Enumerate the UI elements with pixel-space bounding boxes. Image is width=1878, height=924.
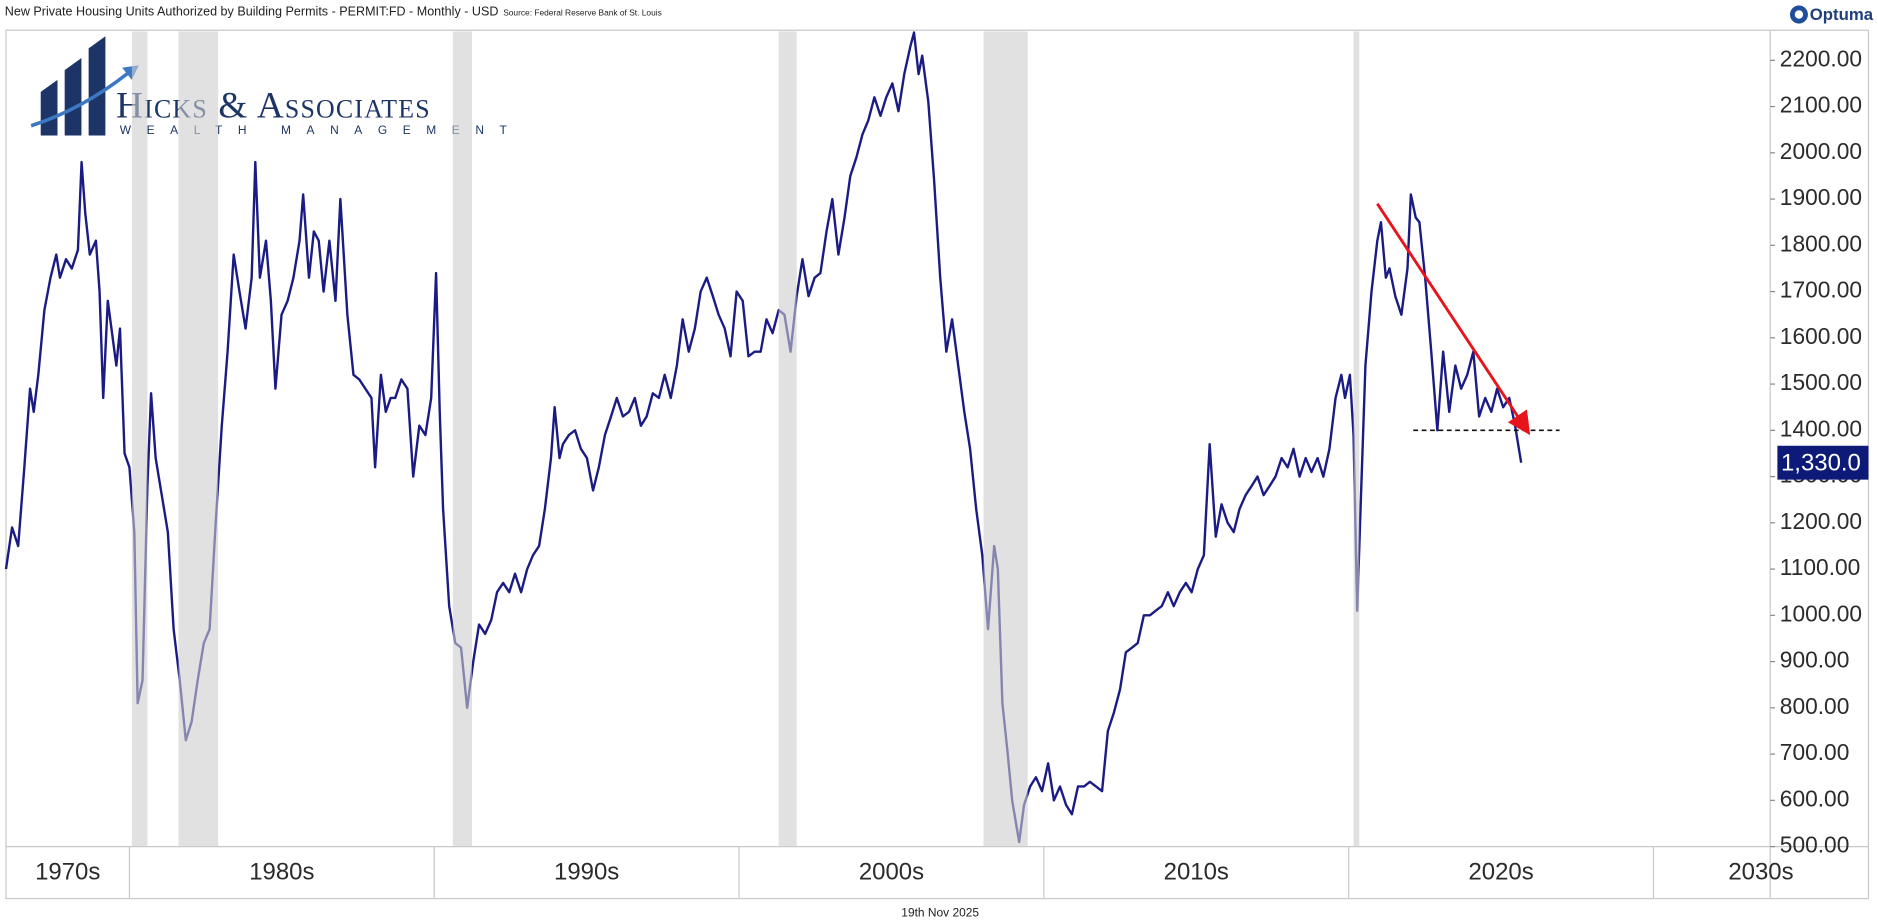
y-tick-label: 800.00 bbox=[1780, 693, 1850, 719]
x-tick-label: 2010s bbox=[1164, 858, 1229, 885]
logo-bar bbox=[88, 36, 106, 136]
recession-band bbox=[1353, 31, 1360, 847]
y-tick-label: 500.00 bbox=[1780, 832, 1850, 858]
recession-band bbox=[452, 31, 473, 847]
x-tick-label: 2030s bbox=[1728, 858, 1793, 885]
recession-band bbox=[983, 31, 1028, 847]
chart-date: 19th Nov 2025 bbox=[901, 905, 979, 919]
value-tag bbox=[1777, 445, 1869, 480]
value-tag-label: 1,330.0 bbox=[1781, 449, 1861, 476]
x-tick-label: 2000s bbox=[859, 858, 924, 885]
y-tick-label: 2100.00 bbox=[1780, 92, 1862, 118]
y-tick-label: 1000.00 bbox=[1780, 600, 1862, 626]
y-tick-label: 1400.00 bbox=[1780, 415, 1862, 441]
y-tick-label: 1900.00 bbox=[1780, 184, 1862, 210]
y-tick-label: 1200.00 bbox=[1780, 508, 1862, 534]
chart-title: New Private Housing Units Authorized by … bbox=[5, 4, 499, 18]
logo-name: Hicks & Associates bbox=[116, 85, 431, 126]
x-tick-label: 2020s bbox=[1468, 858, 1533, 885]
trend-arrow bbox=[1376, 202, 1531, 436]
y-tick-label: 1100.00 bbox=[1780, 554, 1861, 580]
y-tick-label: 1600.00 bbox=[1780, 323, 1862, 349]
x-tick-label: 1980s bbox=[249, 858, 314, 885]
brand-icon bbox=[1794, 10, 1804, 19]
y-tick-label: 1800.00 bbox=[1780, 230, 1862, 256]
brand-name: Optuma bbox=[1810, 5, 1874, 24]
y-tick-label: 700.00 bbox=[1780, 739, 1850, 765]
data-line bbox=[4, 31, 1523, 844]
y-tick-label: 900.00 bbox=[1780, 647, 1850, 673]
logo-swoosh bbox=[30, 68, 133, 128]
x-tick-label: 1990s bbox=[554, 858, 619, 885]
y-tick-label: 600.00 bbox=[1780, 785, 1850, 811]
y-tick-label: 1700.00 bbox=[1780, 277, 1862, 303]
y-tick-label: 2000.00 bbox=[1780, 138, 1862, 164]
chart-source: Source: Federal Reserve Bank of St. Loui… bbox=[503, 7, 662, 17]
recession-band bbox=[178, 31, 219, 847]
recession-band bbox=[131, 31, 148, 847]
x-tick-label: 1970s bbox=[35, 858, 100, 885]
y-tick-label: 2200.00 bbox=[1780, 45, 1862, 71]
brand: Optuma bbox=[1789, 5, 1874, 24]
recession-band bbox=[778, 31, 797, 847]
y-tick-label: 1500.00 bbox=[1780, 369, 1862, 395]
logo-bar bbox=[64, 58, 82, 136]
